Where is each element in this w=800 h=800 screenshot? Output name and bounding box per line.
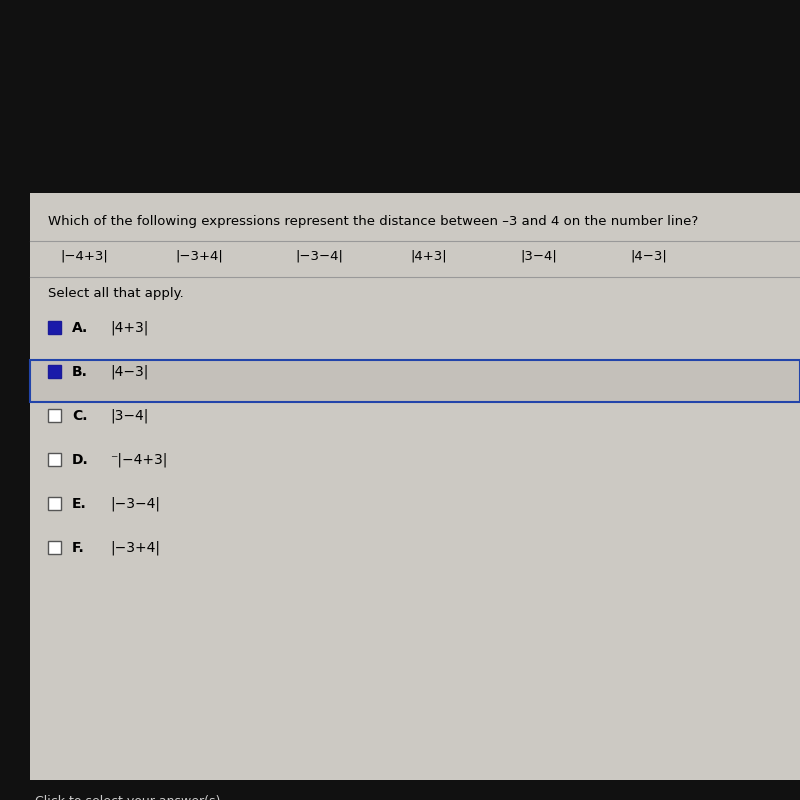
Bar [48, 497, 61, 510]
Text: |−3+4|: |−3+4| [175, 249, 222, 262]
Text: B.: B. [72, 365, 88, 378]
Text: |4+3|: |4+3| [410, 249, 446, 262]
Text: Click to select your answer(s).: Click to select your answer(s). [35, 795, 224, 800]
Text: |4+3|: |4+3| [110, 320, 148, 334]
Text: |−3−4|: |−3−4| [110, 496, 160, 510]
Text: |−3+4|: |−3+4| [110, 540, 160, 554]
Text: E.: E. [72, 497, 86, 510]
Bar [48, 321, 61, 334]
Text: |3−4|: |3−4| [110, 408, 148, 422]
Text: Which of the following expressions represent the distance between –3 and 4 on th: Which of the following expressions repre… [48, 215, 698, 228]
Bar [48, 409, 61, 422]
Bar [30, 360, 800, 402]
Text: |4−3|: |4−3| [630, 249, 666, 262]
Text: |−3−4|: |−3−4| [295, 249, 343, 262]
Bar [48, 541, 61, 554]
Text: |4−3|: |4−3| [110, 364, 148, 378]
Text: Select all that apply.: Select all that apply. [48, 287, 184, 300]
Text: F.: F. [72, 541, 85, 554]
Text: C.: C. [72, 409, 87, 422]
Bar [48, 453, 61, 466]
Text: A.: A. [72, 321, 88, 334]
Text: D.: D. [72, 453, 89, 466]
Text: ⁻|−4+3|: ⁻|−4+3| [110, 452, 167, 466]
Bar [48, 365, 61, 378]
Text: |3−4|: |3−4| [520, 249, 557, 262]
Text: |−4+3|: |−4+3| [60, 249, 108, 262]
Bar [30, 193, 800, 780]
